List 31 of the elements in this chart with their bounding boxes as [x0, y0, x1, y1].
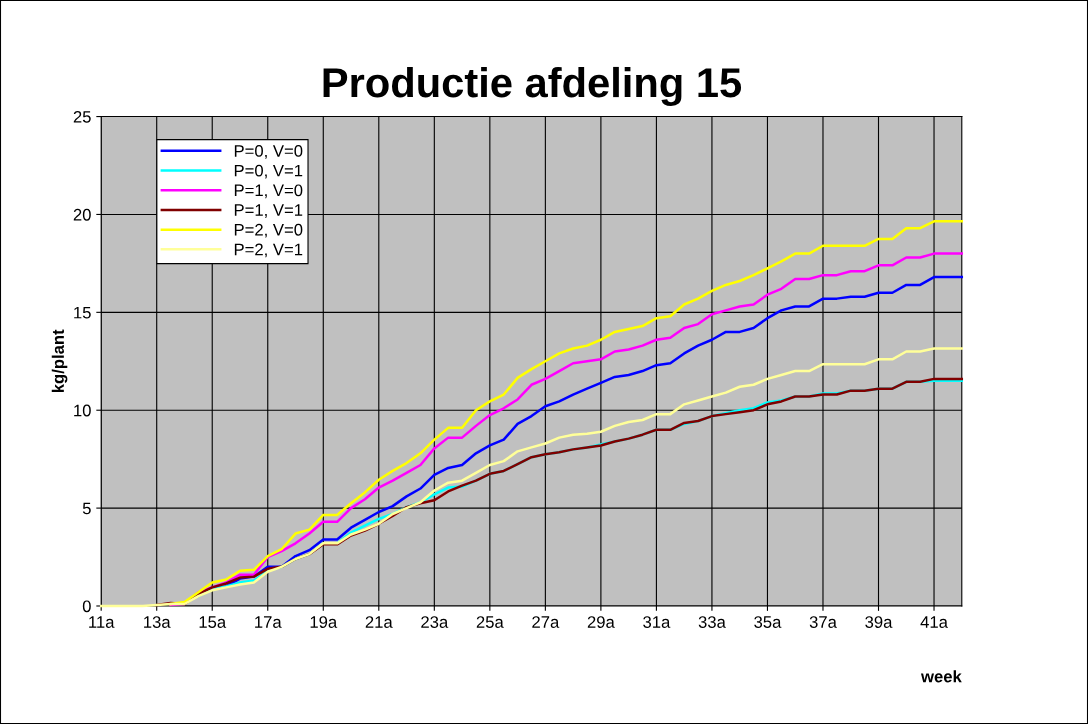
- chart-title: Productie afdeling 15: [323, 66, 742, 106]
- y-tick-label: 0: [82, 600, 91, 613]
- legend-label: P=1, V=1: [234, 204, 303, 218]
- x-tick-label: 17a: [255, 616, 282, 628]
- x-tick-label: 11a: [89, 616, 115, 628]
- x-tick-label: 31a: [643, 616, 671, 628]
- y-tick-label: 5: [82, 502, 91, 515]
- x-tick-label: 29a: [587, 616, 615, 628]
- x-tick-label: 27a: [532, 616, 560, 628]
- y-tick-label: 10: [74, 404, 91, 417]
- x-tick-label: 39a: [865, 616, 893, 628]
- x-tick-label: 25a: [476, 616, 504, 628]
- x-tick-label: 13a: [144, 616, 171, 628]
- legend-label: P=0, V=0: [234, 145, 303, 159]
- x-tick-label: 21a: [365, 616, 393, 628]
- x-axis-title: week: [920, 670, 962, 683]
- x-tick-label: 35a: [754, 616, 782, 628]
- legend-label: P=2, V=1: [234, 243, 303, 258]
- x-tick-label: 37a: [809, 616, 837, 628]
- x-tick-label: 33a: [698, 616, 726, 628]
- y-tick-label: 25: [73, 110, 91, 123]
- x-tick-label: 41a: [920, 616, 948, 628]
- y-tick-label: 20: [73, 208, 91, 221]
- legend-label: P=0, V=1: [234, 164, 303, 179]
- x-tick-label: 15a: [199, 616, 227, 628]
- legend-label: P=2, V=0: [234, 223, 303, 238]
- y-tick-label: 15: [74, 306, 91, 319]
- x-tick-label: 19a: [310, 616, 338, 628]
- y-axis-title: kg/plant: [51, 329, 68, 393]
- x-tick-label: 23a: [421, 616, 449, 628]
- legend-label: P=1, V=0: [234, 184, 303, 199]
